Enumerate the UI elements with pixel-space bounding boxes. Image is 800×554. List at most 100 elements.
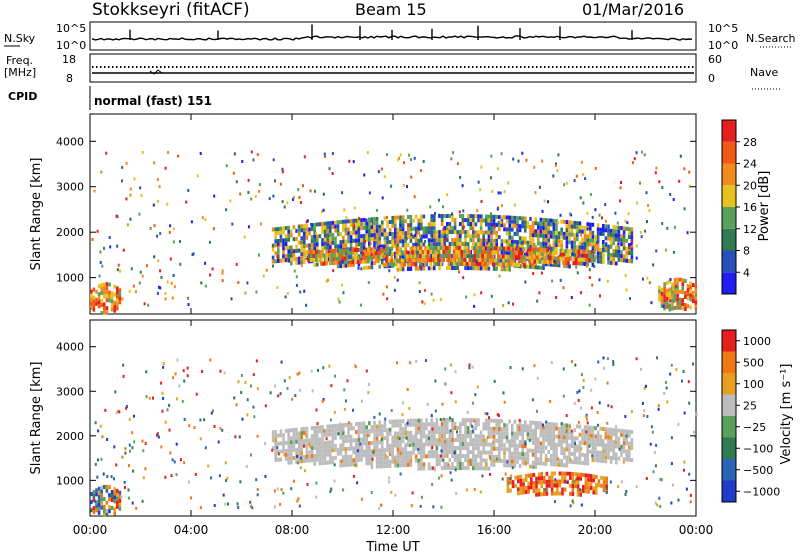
echo-cell [589, 482, 593, 487]
echo-cell [451, 462, 454, 466]
echo-cell [567, 253, 570, 257]
echo-cell [295, 256, 298, 261]
echo-cell [173, 460, 176, 464]
echo-cell [622, 234, 626, 239]
echo-cell [100, 505, 103, 510]
echo-cell [375, 464, 379, 469]
echo-cell [296, 454, 299, 458]
echo-cell [325, 249, 328, 253]
echo-cell [218, 474, 221, 478]
echo-cell [293, 479, 295, 483]
echo-cell [308, 438, 311, 443]
echo-cell [284, 242, 288, 247]
echo-cell [401, 451, 405, 456]
echo-cell [525, 158, 528, 162]
echo-cell [408, 254, 412, 259]
echo-cell [115, 411, 118, 415]
echo-cell [287, 460, 290, 465]
echo-cell [383, 428, 387, 433]
echo-cell [347, 430, 350, 435]
echo-cell [425, 438, 428, 443]
echo-cell [689, 285, 692, 290]
echo-cell [508, 419, 511, 424]
echo-cell [287, 428, 290, 433]
echo-cell [440, 234, 444, 239]
echo-cell [655, 443, 658, 447]
echo-cell [692, 430, 695, 434]
echo-cell [565, 431, 569, 436]
echo-cell [430, 218, 433, 223]
echo-cell [417, 430, 420, 435]
echo-cell [533, 255, 536, 260]
echo-cell [356, 259, 360, 264]
echo-cell [375, 216, 379, 221]
echo-cell [689, 297, 692, 302]
echo-cell [152, 203, 155, 207]
echo-cell [487, 234, 491, 239]
echo-cell [481, 250, 484, 255]
echo-cell [389, 249, 392, 253]
echo-cell [439, 253, 443, 258]
echo-cell [370, 225, 374, 230]
echo-cell [282, 238, 285, 243]
echo-cell [466, 434, 470, 439]
echo-cell [94, 499, 96, 503]
echo-cell [556, 491, 559, 496]
echo-cell [334, 435, 337, 440]
echo-cell [636, 201, 639, 205]
echo-cell [204, 261, 207, 265]
echo-cell [368, 453, 371, 458]
echo-cell [335, 252, 339, 257]
echo-cell [92, 287, 96, 292]
echo-cell [550, 422, 553, 427]
echo-cell [560, 443, 563, 447]
echo-cell [159, 286, 162, 290]
echo-cell [492, 434, 496, 439]
echo-cell [565, 240, 569, 245]
echo-cell [452, 151, 455, 155]
echo-cell [412, 442, 415, 447]
echo-cell [487, 434, 491, 439]
echo-cell [438, 238, 441, 243]
echo-cell [396, 447, 400, 452]
echo-cell [576, 456, 579, 461]
echo-cell [414, 442, 418, 447]
echo-cell [516, 455, 519, 460]
echo-cell [459, 175, 462, 179]
echo-cell [325, 257, 328, 262]
echo-cell [462, 225, 465, 229]
echo-cell [479, 214, 483, 219]
echo-cell [658, 496, 661, 500]
echo-cell [602, 356, 605, 360]
echo-cell [530, 481, 533, 486]
echo-cell [443, 214, 446, 218]
echo-cell [517, 475, 520, 480]
echo-cell [334, 374, 336, 378]
echo-cell [281, 200, 284, 204]
echo-cell [561, 479, 564, 484]
echo-cell [435, 442, 439, 447]
echo-cell [508, 239, 511, 244]
echo-cell [153, 161, 156, 165]
echo-cell [401, 455, 405, 460]
echo-cell [391, 451, 394, 456]
echo-cell [100, 457, 103, 461]
echo-cell [110, 475, 113, 479]
echo-cell [329, 424, 332, 429]
echo-cell [368, 421, 371, 426]
echo-cell [394, 239, 397, 244]
echo-cell [420, 234, 423, 239]
echo-cell [539, 457, 543, 462]
echo-cell [472, 418, 475, 423]
echo-cell [464, 242, 467, 247]
echo-cell [430, 466, 433, 471]
echo-cell [430, 242, 433, 247]
echo-cell [651, 430, 654, 434]
echo-cell [386, 432, 389, 436]
echo-cell [530, 251, 534, 256]
echo-cell [588, 444, 591, 448]
echo-cell [524, 452, 527, 457]
time-axis: 00:00 04:00 08:00 12:00 16:00 20:00 00:00 [73, 114, 713, 537]
echo-cell [338, 256, 341, 261]
echo-cell [583, 425, 587, 430]
